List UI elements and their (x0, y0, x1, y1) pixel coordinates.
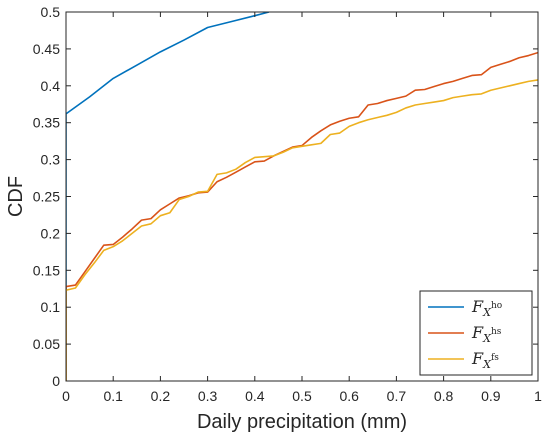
y-tick-label: 0.15 (33, 262, 60, 278)
x-tick-label: 0.1 (103, 388, 123, 404)
y-tick-label: 0.35 (33, 115, 60, 131)
legend-entry-hs: FXhs (471, 323, 502, 345)
y-tick-label: 0.2 (41, 225, 61, 241)
x-tick-label: 0.6 (339, 388, 359, 404)
y-tick-label: 0.45 (33, 41, 60, 57)
ticks-layer: 0 0.1 0.2 0.3 0.4 0.5 0.6 0.7 0.8 0.9 1 0 0.05 0.1 0.1… (33, 4, 542, 404)
y-tick-label: 0.3 (41, 152, 61, 168)
y-axis-label: CDF (5, 176, 27, 217)
x-tick-label: 1 (534, 388, 542, 404)
x-axis-label: Daily precipitation (mm) (197, 411, 407, 433)
y-tick-label: 0 (52, 373, 60, 389)
legend-entry-fs: FXfs (471, 349, 499, 371)
series-line-fs (66, 79, 538, 381)
x-tick-label: 0.9 (481, 388, 501, 404)
y-tick-label: 0.05 (33, 336, 60, 352)
legend: FXho FXhs FXfs (419, 290, 533, 376)
x-tick-label: 0.3 (198, 388, 218, 404)
series-line-ho (66, 12, 270, 381)
legend-entry-ho: FXho (471, 297, 502, 319)
y-tick-label: 0.5 (41, 4, 61, 20)
series-layer (66, 12, 538, 381)
x-tick-label: 0.5 (292, 388, 312, 404)
x-tick-label: 0.7 (387, 388, 407, 404)
y-tick-label: 0.4 (41, 78, 61, 94)
x-tick-label: 0.2 (151, 388, 171, 404)
x-tick-label: 0.8 (434, 388, 454, 404)
y-tick-label: 0.25 (33, 189, 60, 205)
x-tick-label: 0 (62, 388, 70, 404)
y-tick-label: 0.1 (41, 299, 61, 315)
x-tick-label: 0.4 (245, 388, 265, 404)
